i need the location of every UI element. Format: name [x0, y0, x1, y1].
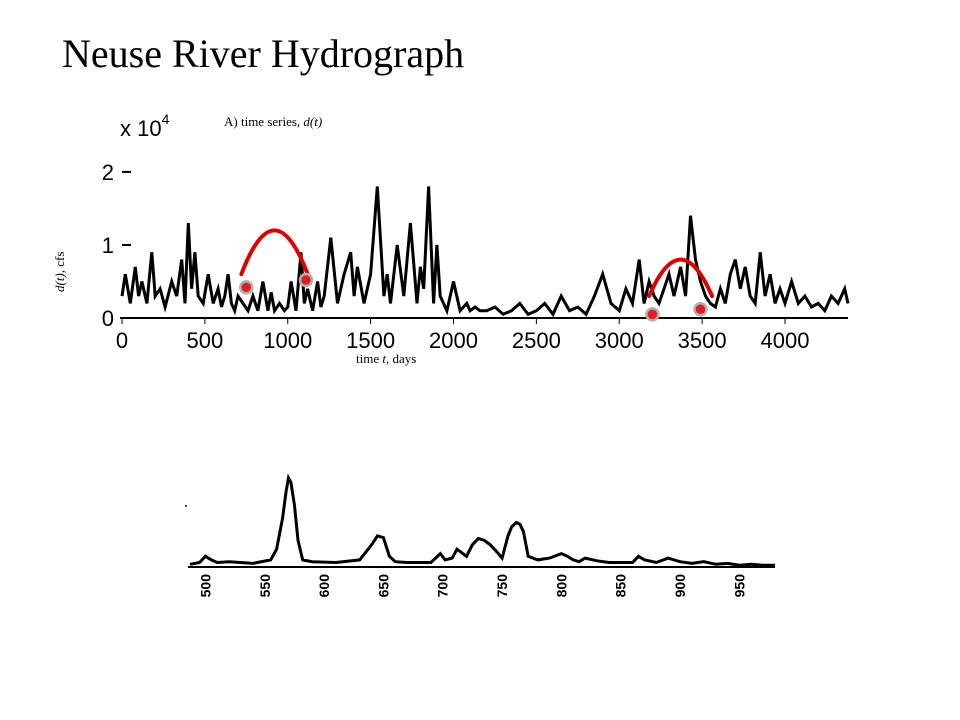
y-tick-label: 1 [102, 233, 114, 258]
stray-dot [185, 505, 187, 507]
zoom-x-tick-label: 800 [553, 574, 569, 598]
highlight-marker [298, 272, 314, 288]
chart-zoom-segment: 500 550 600 650 700 750 800 850 900 950 [185, 473, 775, 598]
y-axis-label: d(t), cfs [52, 252, 67, 292]
zoom-x-tick-label: 700 [435, 574, 451, 598]
zoom-x-tick-label: 550 [257, 574, 273, 598]
highlight-markers [239, 272, 708, 322]
chart-a-subtitle: A) time series, d(t) [224, 114, 322, 129]
zoom-x-tick-label: 750 [494, 574, 510, 598]
zoom-x-tick-label: 850 [613, 574, 629, 598]
x-tick-label: 3000 [595, 328, 644, 353]
x-tick-label: 0 [116, 328, 128, 353]
y-tick-label: 0 [102, 306, 114, 331]
x-tick-label: 1000 [263, 328, 312, 353]
highlight-marker [693, 301, 708, 317]
x-axis-ticks: 0 500 1000 1500 2000 2500 3000 3500 4000 [116, 318, 810, 353]
zoom-x-tick-label: 950 [731, 574, 747, 598]
zoom-x-axis-ticks: 500 550 600 650 700 750 800 850 900 950 [197, 574, 747, 598]
zoom-x-tick-label: 650 [375, 574, 391, 598]
y-tick-label: 2 [102, 160, 114, 185]
x-tick-label: 500 [187, 328, 224, 353]
highlight-arc [647, 257, 715, 299]
zoom-x-tick-label: 500 [197, 574, 213, 598]
x-tick-label: 2000 [429, 328, 478, 353]
x-tick-label: 2500 [512, 328, 561, 353]
x-tick-label: 1500 [346, 328, 395, 353]
highlight-arcs [239, 228, 715, 299]
x-tick-label: 3500 [678, 328, 727, 353]
highlight-marker [645, 307, 660, 322]
y-axis-ticks: 0 1 2 [102, 160, 131, 331]
zoom-x-tick-label: 600 [316, 574, 332, 598]
slide-title: Neuse River Hydrograph [62, 31, 465, 76]
highlight-marker [239, 280, 254, 295]
y-multiplier: x 104 [120, 111, 170, 141]
x-axis-label: time t, days [356, 351, 416, 366]
chart-time-series: A) time series, d(t) x 104 0 1 2 0 500 1000 1… [52, 111, 850, 366]
zoom-series-line [189, 473, 775, 567]
highlight-arc [239, 228, 310, 277]
zoom-x-tick-label: 900 [672, 574, 688, 598]
x-tick-label: 4000 [761, 328, 810, 353]
series-discharge-line [120, 186, 850, 318]
